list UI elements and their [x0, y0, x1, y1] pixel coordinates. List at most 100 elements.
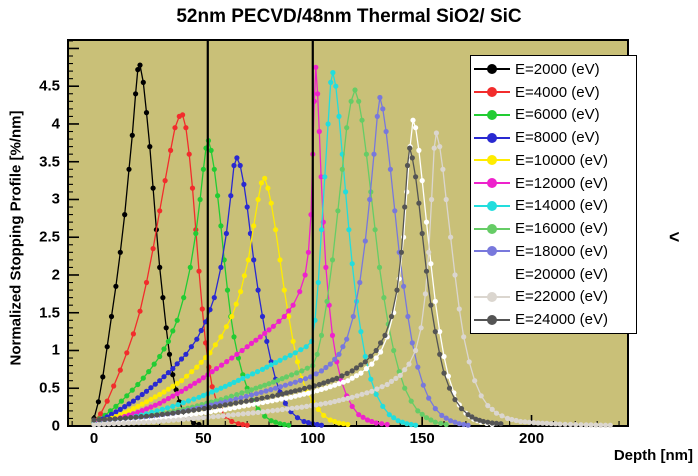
series-marker	[303, 344, 309, 350]
series-marker	[248, 392, 255, 398]
series-marker	[265, 408, 271, 414]
series-marker	[336, 351, 342, 357]
series-marker	[588, 422, 594, 428]
series-marker	[419, 230, 425, 237]
series-marker	[362, 238, 368, 244]
series-marker	[327, 400, 333, 406]
series-marker	[340, 344, 346, 350]
series-marker	[428, 302, 434, 308]
series-marker	[402, 367, 408, 373]
series-marker	[231, 162, 237, 169]
series-marker	[539, 420, 546, 426]
series-marker	[151, 419, 157, 425]
series-marker	[373, 347, 379, 354]
series-marker	[428, 417, 434, 423]
series-marker	[240, 375, 246, 381]
series-marker	[379, 421, 385, 427]
series-marker	[150, 246, 156, 252]
x-tick-label: 0	[89, 430, 99, 447]
series-marker	[441, 370, 447, 376]
series-marker	[239, 347, 245, 354]
series-marker	[248, 397, 255, 403]
series-marker	[379, 384, 385, 390]
series-marker	[329, 257, 336, 263]
legend-sample	[474, 244, 510, 258]
series-marker	[164, 405, 171, 411]
series-marker	[376, 264, 383, 270]
series-marker	[143, 399, 150, 405]
series-marker	[332, 418, 338, 425]
series-marker	[96, 421, 102, 427]
series-marker	[349, 261, 355, 267]
series-marker	[445, 373, 451, 379]
series-marker	[465, 422, 471, 428]
series-marker	[336, 381, 342, 387]
series-marker	[388, 313, 395, 320]
series-marker	[193, 411, 199, 417]
series-marker	[259, 313, 266, 320]
series-marker	[452, 419, 458, 425]
series-marker	[213, 408, 219, 414]
series-marker	[478, 393, 484, 399]
series-marker	[117, 415, 123, 421]
y-tick-label: 3.5	[39, 153, 60, 171]
series-marker	[322, 400, 329, 406]
series-marker	[299, 368, 305, 374]
legend-entry: E=2000 (eV)	[471, 58, 636, 80]
series-marker	[157, 400, 163, 406]
series-marker	[448, 418, 454, 424]
series-marker	[286, 313, 292, 320]
series-marker	[353, 365, 360, 371]
series-marker	[161, 346, 167, 352]
series-marker	[438, 420, 444, 426]
series-marker	[108, 313, 115, 320]
series-marker	[117, 367, 123, 373]
y-tick-label: 0.5	[39, 379, 60, 397]
series-marker	[418, 325, 424, 331]
series-marker	[194, 336, 200, 342]
series-marker	[283, 390, 290, 396]
legend-entry: E=22000 (eV)	[471, 286, 636, 308]
series-marker	[164, 411, 171, 417]
series-marker	[240, 421, 246, 428]
series-marker	[437, 144, 443, 150]
series-marker	[315, 279, 321, 286]
series-marker	[419, 178, 425, 184]
series-marker	[163, 325, 169, 331]
series-marker	[101, 421, 107, 427]
series-marker	[327, 361, 333, 367]
series-marker	[358, 329, 364, 335]
series-marker	[175, 409, 181, 415]
series-marker	[265, 185, 271, 191]
series-marker	[108, 411, 115, 417]
series-marker	[244, 422, 250, 428]
series-marker	[262, 330, 268, 336]
series-marker	[128, 414, 134, 421]
series-marker	[305, 249, 311, 255]
series-marker	[104, 344, 110, 350]
series-marker	[325, 121, 331, 127]
legend-label: E=18000 (eV)	[515, 242, 608, 260]
series-marker	[113, 283, 119, 289]
series-marker	[185, 416, 192, 422]
series-marker	[255, 287, 261, 293]
series-marker	[100, 374, 106, 380]
series-marker	[254, 369, 261, 375]
series-marker	[432, 406, 438, 412]
series-marker	[135, 67, 141, 73]
series-marker	[236, 404, 242, 410]
series-marker	[200, 375, 206, 381]
series-marker	[313, 371, 319, 377]
series-marker	[198, 327, 204, 334]
series-marker	[244, 388, 250, 394]
series-marker	[439, 412, 445, 418]
series-marker	[466, 359, 472, 365]
legend-sample	[474, 85, 510, 99]
series-marker	[301, 418, 307, 425]
series-marker	[420, 382, 426, 388]
series-marker	[148, 385, 154, 391]
legend-sample	[474, 313, 510, 327]
series-marker	[443, 196, 449, 203]
legend-entry: E=8000 (eV)	[471, 127, 636, 149]
series-marker	[426, 249, 432, 255]
